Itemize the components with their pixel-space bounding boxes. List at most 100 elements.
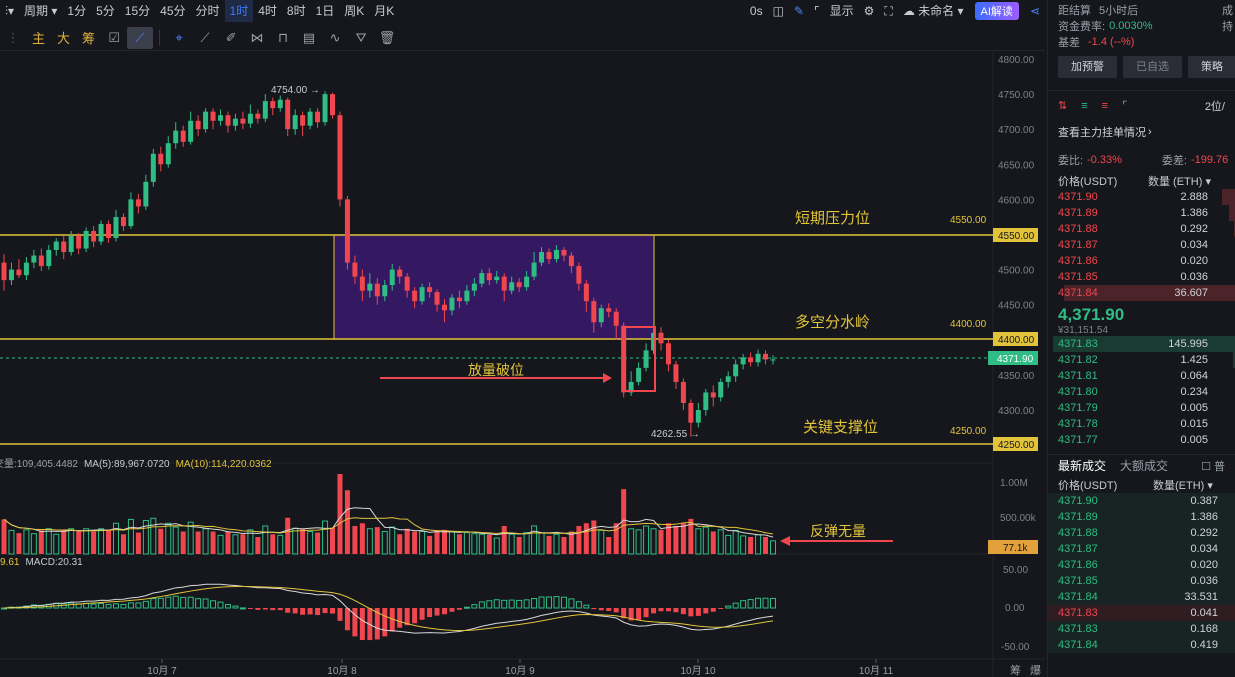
volume-bar [412,531,418,554]
brush-icon[interactable]: ✐ [225,29,237,45]
ask-row[interactable]: 4371.88 0.292 [1048,221,1235,237]
volume-bar [232,534,239,555]
interval-45m[interactable]: 45分 [160,4,186,18]
interval-timeshare[interactable]: 分时 [195,4,220,18]
volume-bar [478,533,485,555]
watchlist-button[interactable]: 已自选 [1123,56,1182,78]
display-button[interactable]: 显示 [829,4,854,18]
candle-body [352,262,358,277]
main-indicator-button[interactable]: 主 [32,31,46,46]
ask-row[interactable]: 4371.90 2.888 [1048,189,1235,205]
tab-large-trades[interactable]: 大额成交 [1120,459,1169,473]
interval-1d[interactable]: 1日 [315,4,335,18]
volume-bar [45,528,52,555]
candlestick-chart[interactable]: 4800.00 4750.00 4700.00 4650.00 4600.00 4550.… [0,51,1045,677]
bid-row[interactable]: 4371.79 0.005 [1048,400,1235,416]
main-orders-link[interactable]: 查看主力挂单情况 › [1048,120,1235,144]
bid-row[interactable]: 4371.82 1.425 [1048,352,1235,368]
volume-bar [658,529,664,554]
orderbook-asks-icon[interactable]: ≡ [1101,99,1109,112]
chart-type-icon[interactable]: ⫶▾ [5,4,15,18]
volume-bar [135,532,141,554]
filter-icon[interactable]: ⛛ [355,29,367,45]
volume-bar [732,529,739,555]
interval-week[interactable]: 周K [344,4,365,18]
cloud-layout-dropdown[interactable]: ☁ 未命名 ▾ [902,4,964,18]
bid-row[interactable]: 4371.77 0.005 [1048,432,1235,448]
macd-bar [560,596,567,609]
note-icon[interactable]: ▤ [302,29,316,45]
watershed-annotation: 多空分水岭 [795,314,870,331]
fullscreen-icon[interactable]: ⛶ [884,4,893,18]
chip-button[interactable]: 筹 [82,31,96,46]
resistance-price-tag [993,228,1038,242]
ask-row[interactable]: 4371.84 36.607 [1048,285,1235,301]
macd-bar [575,601,582,609]
interval-15m[interactable]: 15分 [124,4,151,18]
trades-qty-header[interactable]: 数量(ETH) ▾ [1153,479,1213,492]
ask-row[interactable]: 4371.89 1.386 [1048,205,1235,221]
candle-body [464,290,470,302]
lock-icon[interactable]: ⊓ [277,29,289,45]
period-dropdown[interactable]: 周期 ▾ [24,4,58,18]
indicator-toolbar: ⋮ 主 大 筹 ☑ ⟋ ⌖ ⟋ ✐ ⋈ ⊓ ▤ ∿ ⛛ 🗑 [0,25,1045,51]
orderbook-bids-icon[interactable]: ≡ [1081,99,1088,112]
share-icon[interactable]: ⋖ [1029,4,1040,18]
ask-row[interactable]: 4371.86 0.020 [1048,253,1235,269]
magnet-icon[interactable]: ∿ [329,29,341,45]
candle-body [441,304,447,311]
settings-gear-icon[interactable]: ⚙ [863,4,875,18]
orderbook-qty-header[interactable]: 数量 (ETH) ▾ [1148,175,1211,188]
watershed-price-tag [993,332,1038,346]
big-order-button[interactable]: 大 [57,31,71,46]
ruler-icon[interactable]: ⟋ [200,29,210,45]
orderbook-both-icon[interactable]: ⇅ [1058,100,1068,112]
macd-legend-left: 9.61 [0,557,20,568]
bid-row[interactable]: 4371.83 145.995 [1048,336,1235,352]
interval-8h[interactable]: 8时 [286,4,306,18]
bid-row[interactable]: 4371.80 0.234 [1048,384,1235,400]
ask-row[interactable]: 4371.87 0.034 [1048,237,1235,253]
interval-month[interactable]: 月K [374,4,395,18]
candle-body [165,143,171,165]
bid-row[interactable]: 4371.81 0.064 [1048,368,1235,384]
tab-latest-trades[interactable]: 最新成交 [1058,459,1107,473]
candle-body [561,249,567,256]
pencil-icon[interactable]: ✎ [793,4,804,18]
ai-analysis-button[interactable]: AI解读 [974,2,1019,20]
checklist-icon[interactable]: ☑ [108,29,120,45]
drawing-tool-icon[interactable]: ⟋ [127,26,154,49]
volume-bar [150,517,157,555]
interval-5m[interactable]: 5分 [96,4,115,18]
interval-1m[interactable]: 1分 [67,4,87,18]
bid-price: 4371.81 [1058,370,1098,382]
orderbook-trades-icon[interactable]: ⌜ [1122,100,1128,112]
last-price: 4,371.90 [1058,305,1125,324]
trades-filter-checkbox[interactable]: ☐ 普 [1201,460,1225,473]
funding-rate-label: 资金费率: [1058,21,1106,33]
macd-bar [322,608,328,614]
trade-price: 4371.85 [1058,575,1098,587]
cursor-icon[interactable]: ⌖ [175,29,183,45]
add-alert-button[interactable]: 加预警 [1058,56,1117,78]
volume-bar [91,531,97,554]
pattern-icon[interactable]: ⋈ [250,29,264,45]
volume-bar [195,531,201,554]
camera-icon[interactable]: ◫ [772,4,784,18]
interval-4h[interactable]: 4时 [258,4,277,18]
strategy-button[interactable]: 策略 [1188,56,1235,78]
drag-handle-icon[interactable]: ⋮ [6,29,20,45]
crop-icon[interactable]: ⌜ [814,4,820,18]
chart-area[interactable]: 4800.00 4750.00 4700.00 4650.00 4600.00 4550.… [0,51,1045,677]
bid-row[interactable]: 4371.78 0.015 [1048,416,1235,432]
trash-icon[interactable]: 🗑 [378,29,396,45]
interval-1h[interactable]: 1时 [224,0,254,22]
ask-price: 4371.84 [1058,287,1098,299]
macd-bar [673,608,679,613]
macd-bar [651,608,657,614]
depth-selector[interactable]: 2位/ [1204,100,1225,113]
price-axis-label: 4800.00 [998,55,1035,66]
ask-row[interactable]: 4371.85 0.036 [1048,269,1235,285]
bid-price: 4371.82 [1058,354,1098,366]
basis-label: 基差 [1058,37,1080,49]
